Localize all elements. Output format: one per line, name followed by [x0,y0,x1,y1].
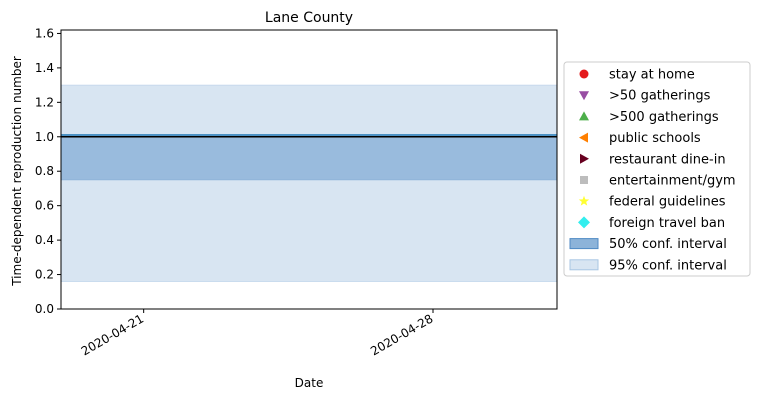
y-tick-label: 1.6 [35,26,54,40]
legend-marker-patch [569,259,599,271]
y-tick-label: 1.2 [35,95,54,109]
y-tick-label: 0.2 [35,268,54,282]
legend-marker-triangle-up [579,111,589,121]
legend-entry: >50 gatherings [579,89,711,104]
x-tick-label: 2020-04-28 [368,311,435,358]
band-series-1 [60,84,558,282]
legend-entry: 95% conf. interval [569,258,727,273]
x-tick-label: 2020-04-21 [79,311,146,358]
legend-label: stay at home [609,68,695,83]
legend-marker-star [578,195,590,206]
legend-entry: federal guidelines [578,195,726,210]
legend-entry: foreign travel ban [578,216,725,231]
legend-entry: 50% conf. interval [569,237,727,252]
legend-box [563,61,751,277]
legend-label: foreign travel ban [609,216,725,231]
plot-frame [60,29,558,310]
legend-label: 50% conf. interval [609,237,727,252]
y-tick-label: 1.4 [35,61,54,75]
plot-area [60,84,558,282]
legend-label: public schools [609,131,701,146]
legend-marker-triangle-left [579,132,588,143]
y-tick-label: 0.0 [35,302,54,316]
legend-marker-diamond [578,216,590,229]
legend-label: entertainment/gym [609,174,736,189]
legend-marker-triangle-down [579,91,589,101]
legend-marker-patch [569,238,599,250]
legend-entry: stay at home [579,68,695,83]
x-axis-label: Date [295,376,324,390]
legend-label: >500 gatherings [609,110,719,125]
y-axis-label: Time-dependent reproduction number [10,56,24,287]
legend-label: 95% conf. interval [609,258,727,273]
legend-entry: restaurant dine-in [580,152,726,167]
legend-marker-circle [579,69,589,79]
legend-entry: >500 gatherings [579,110,719,125]
legend-marker-square [580,176,588,184]
chart-title: Lane County [265,10,353,26]
y-tick-label: 0.4 [35,233,54,247]
legend-entry: public schools [579,131,701,146]
legend-entry: entertainment/gym [580,174,736,189]
legend-label: >50 gatherings [609,89,711,104]
y-tick-label: 1.0 [35,130,54,144]
y-tick-label: 0.8 [35,164,54,178]
legend-marker-triangle-right [580,153,589,164]
legend: stay at home >50 gatherings >500 gathering… [563,61,751,277]
legend-label: restaurant dine-in [609,152,726,167]
legend-label: federal guidelines [609,195,726,210]
y-tick-label: 0.6 [35,199,54,213]
